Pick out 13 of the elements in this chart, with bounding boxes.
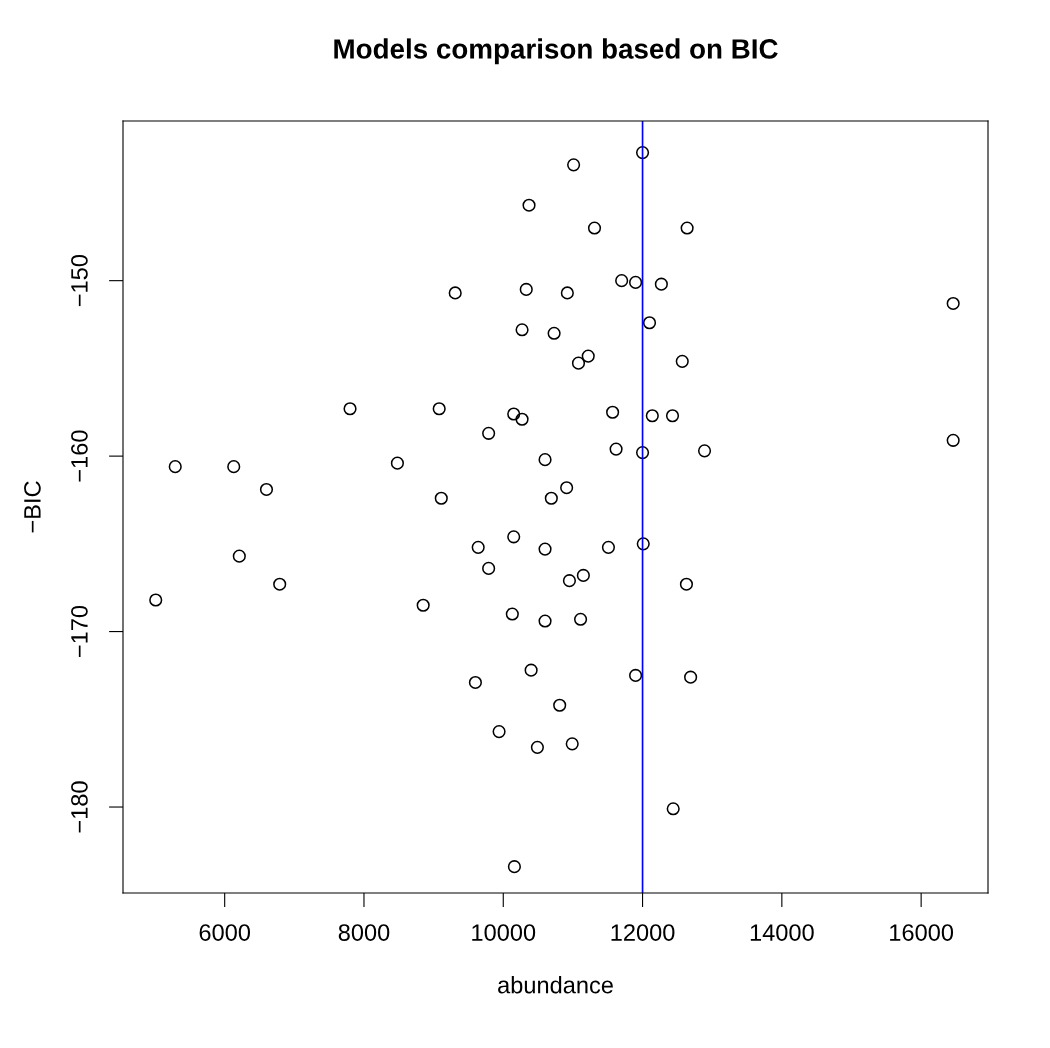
y-tick-label: −180 [71, 781, 88, 833]
x-tick-label: 12000 [611, 924, 675, 941]
x-tick-label: 8000 [338, 924, 390, 941]
x-tick-label: 10000 [472, 924, 536, 941]
x-tick-label: 16000 [890, 924, 954, 941]
y-tick-label: −160 [71, 430, 88, 482]
y-tick-label: −170 [71, 605, 88, 657]
x-tick-label: 6000 [199, 924, 251, 941]
x-axis-title: abundance [498, 976, 613, 994]
chart-title: Models comparison based on BIC [334, 38, 778, 65]
x-tick-label: 14000 [750, 924, 814, 941]
y-axis-title: −BIC [24, 481, 41, 533]
y-tick-label: −150 [71, 254, 88, 307]
